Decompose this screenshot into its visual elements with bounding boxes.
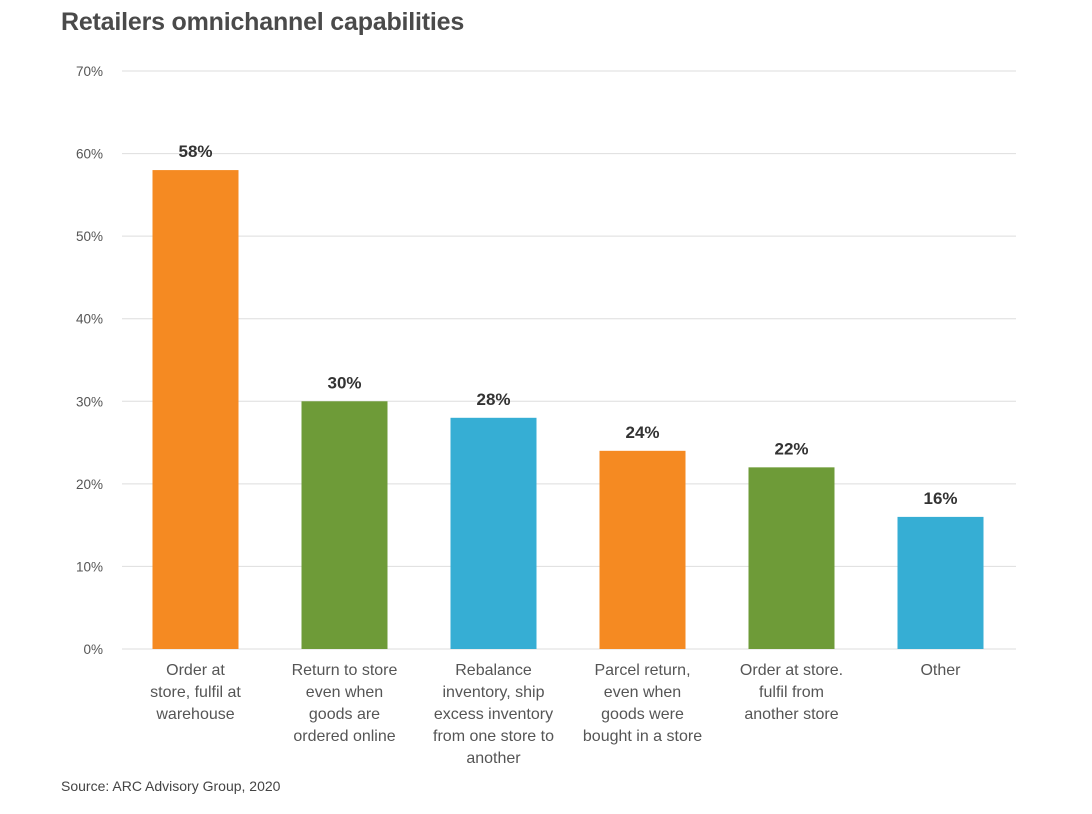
category-labels: Order at store, fulfil at warehouse Return … <box>150 662 961 767</box>
category-label: Other <box>920 662 961 679</box>
category-label: Parcel return, even when goods were bought … <box>583 662 702 745</box>
data-label: 22% <box>774 439 808 458</box>
y-tick-label: 10% <box>76 559 103 574</box>
bar <box>897 516 984 649</box>
y-tick-label: 20% <box>76 477 103 492</box>
bar <box>450 417 537 649</box>
category-label: Order at store. fulfil from another store <box>740 662 843 723</box>
category-label: Return to store even when goods are ordered… <box>292 662 398 745</box>
category-label: Rebalance inventory, ship excess inventory… <box>433 662 554 767</box>
category-label: Order at store, fulfil at warehouse <box>150 662 241 723</box>
bar <box>599 450 686 649</box>
data-label: 28% <box>476 390 510 409</box>
y-tick-label: 0% <box>83 642 103 657</box>
y-tick-label: 30% <box>76 394 103 409</box>
bar <box>748 467 835 649</box>
y-tick-label: 40% <box>76 312 103 327</box>
gridlines <box>122 70 1016 650</box>
y-tick-label: 70% <box>76 64 103 79</box>
source-note: Source: ARC Advisory Group, 2020 <box>61 778 281 794</box>
bar <box>152 170 239 650</box>
chart-title: Retailers omnichannel capabilities <box>61 8 465 36</box>
data-label: 16% <box>923 489 957 508</box>
bars <box>152 170 984 650</box>
data-labels: 58% 30% 28% 24% 22% 16% <box>178 142 957 508</box>
data-label: 24% <box>625 423 659 442</box>
y-tick-label: 60% <box>76 147 103 162</box>
y-tick-label: 50% <box>76 229 103 244</box>
y-axis-ticks: 0% 10% 20% 30% 40% 50% 60% 70% <box>76 64 103 657</box>
bar <box>301 401 388 649</box>
data-label: 30% <box>327 373 361 392</box>
data-label: 58% <box>178 142 212 161</box>
